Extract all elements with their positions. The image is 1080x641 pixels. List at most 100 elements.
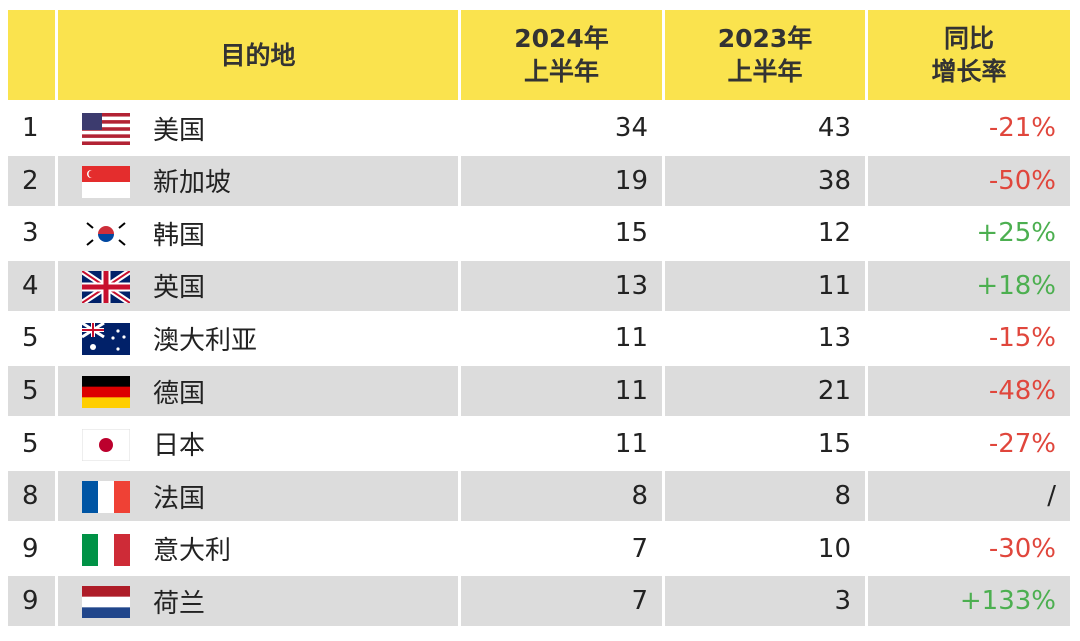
value-2023: 10 [665,523,865,574]
flag-shape [90,329,126,351]
header-cell [8,10,55,100]
flag-shape [86,222,126,246]
rank-cell: 4 [8,260,55,311]
flag-shape [82,323,104,338]
header-cell: 2024年 上半年 [461,10,662,100]
flag-shape [98,481,115,514]
value-2024: 11 [461,313,662,364]
flag [82,218,130,257]
destination-cell: 美国 [58,103,458,153]
flag-shape [90,344,96,351]
flag-shape [82,218,130,251]
value-2024: 34 [461,103,662,153]
country: 英国 [153,273,206,304]
country: 日本 [153,431,206,462]
country: 意大利 [153,536,232,567]
growth: +25% [868,208,1070,259]
flag-shape [118,239,126,246]
flag-shape [98,226,114,235]
destination-cell: 澳大利亚 [58,313,458,364]
flag-shape [82,533,131,566]
growth: +133% [868,576,1070,627]
growth: -27% [868,418,1070,469]
flag-shape [82,113,102,130]
value-2024: 13 [461,260,662,311]
flag-shape [86,222,94,229]
flag-shape [82,113,130,146]
rank-cell: 5 [8,418,55,469]
destination-cell: 德国 [58,366,458,416]
growth: -48% [868,366,1070,416]
rank-cell: 9 [8,523,55,574]
flag-shape [82,386,130,398]
growth: -50% [868,155,1070,206]
flag-shape [82,134,130,139]
flag-shape [82,123,130,128]
flag-shape [82,137,130,142]
flag-shape [82,270,130,303]
growth: +18% [868,260,1070,311]
destination-cell: 荷兰 [58,576,458,627]
flag-shape [82,607,130,619]
flag [81,322,130,362]
flag [81,428,131,468]
flag-shape [82,181,130,199]
value-2024: 8 [461,471,662,522]
flag-shape [82,141,130,146]
value-2024: 7 [461,523,662,574]
value-2023: 38 [665,155,865,206]
flag-shape [122,335,126,339]
flag [82,376,130,415]
value-2023: 21 [665,366,865,416]
value-2023: 13 [665,313,865,364]
rank-cell: 9 [8,576,55,627]
value-2023: 3 [665,576,865,627]
value-2023: 12 [665,208,865,259]
value-2023: 43 [665,103,865,153]
value-2023: 11 [665,260,865,311]
flag-shape [82,376,130,388]
country: 荷兰 [153,588,206,619]
flag-shape [82,481,131,514]
flag-shape [82,130,130,135]
flag [80,268,132,310]
value-2023: 8 [665,471,865,522]
header-cell: 2023年 上半年 [665,10,865,100]
flag-shape [86,239,94,246]
flag-shape [116,347,120,351]
growth: -21% [868,103,1070,153]
flag-shape [82,165,130,199]
flag-shape [111,336,115,340]
flag [82,165,130,205]
flag-shape [81,322,130,356]
flag-shape [80,268,132,306]
flag-shape [82,120,130,125]
destination-cell: 意大利 [58,523,458,574]
flag-shape [82,165,130,183]
country: 韩国 [153,220,206,251]
growth: -15% [868,313,1070,364]
flag-shape [82,397,130,409]
value-2024: 19 [461,155,662,206]
country: 美国 [153,115,206,146]
flag [82,533,131,573]
flag-shape [82,116,130,121]
flag-shape [82,586,130,619]
flag [82,113,130,152]
flag-shape [82,533,99,566]
destination-cell: 英国 [58,260,458,311]
flag-shape [82,481,99,514]
country: 新加坡 [153,168,232,199]
flag-shape [98,533,115,566]
flag-shape [82,113,130,118]
destination-cell: 韩国 [58,208,458,259]
flag-shape [118,222,126,229]
rank-cell: 5 [8,366,55,416]
value-2024: 15 [461,208,662,259]
flag-shape [82,376,130,409]
country: 法国 [153,483,206,514]
flag-shape [99,437,113,452]
flag-shape [88,169,97,178]
rank-cell: 8 [8,471,55,522]
